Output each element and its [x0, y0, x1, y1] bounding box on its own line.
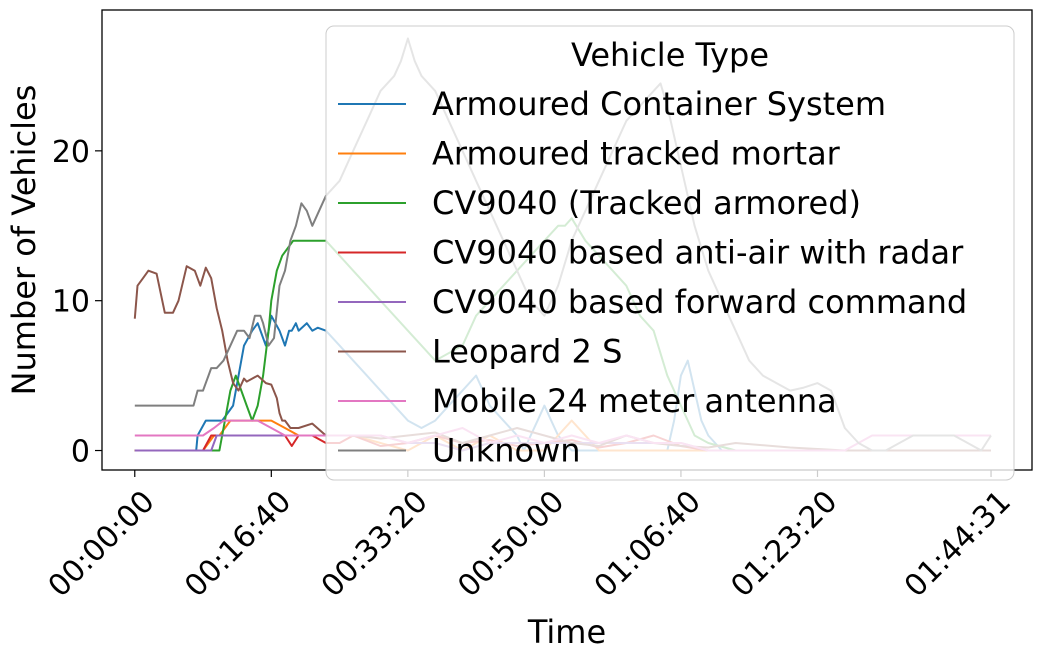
legend: Vehicle Type Armoured Container SystemAr… [325, 25, 1015, 481]
y-axis-label: Number of Vehicles [5, 85, 43, 396]
x-tick-label: 00:00:00 [42, 484, 162, 604]
x-axis-label: Time [527, 613, 606, 651]
y-tick-label: 0 [71, 435, 90, 470]
x-tick-label: 00:16:40 [178, 484, 298, 604]
legend-title: Vehicle Type [571, 36, 769, 74]
legend-entries: Armoured Container System Armoured tracke… [338, 85, 967, 470]
legend-label-7: Mobile 24 meter antenna [432, 382, 837, 420]
legend-label-3: CV9040 (Tracked armored) [432, 184, 861, 222]
x-tick-label: 00:50:00 [451, 484, 571, 604]
y-tick-label: 20 [52, 135, 90, 170]
x-tick-label: 01:06:40 [588, 484, 708, 604]
y-tick-label: 10 [52, 285, 90, 320]
x-tick-label: 00:33:20 [315, 484, 435, 604]
legend-box [325, 25, 1015, 481]
legend-label-2: Armoured tracked mortar [432, 135, 841, 173]
legend-label-4: CV9040 based anti-air with radar [432, 234, 964, 272]
legend-label-1: Armoured Container System [432, 85, 886, 123]
x-tick-label: 01:44:31 [898, 484, 1018, 604]
legend-label-5: CV9040 based forward command [432, 283, 967, 321]
x-tick-label: 01:23:20 [724, 484, 844, 604]
legend-label-6: Leopard 2 S [432, 333, 622, 371]
x-axis-ticks: 00:00:00 00:16:40 00:33:20 00:50:00 01:06:40… [42, 470, 1018, 604]
legend-label-8: Unknown [432, 432, 581, 470]
y-axis-ticks: 0 10 20 [52, 135, 102, 470]
